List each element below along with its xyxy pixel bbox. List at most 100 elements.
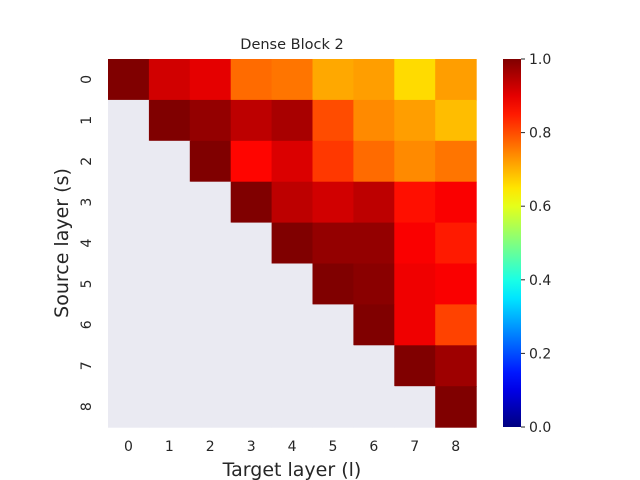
y-tick-label: 4 <box>79 239 95 248</box>
colorbar-ticks: 0.0 0.2 0.4 0.6 0.8 1.0 <box>521 52 551 436</box>
heatmap-cell-empty <box>189 345 232 387</box>
heatmap-cell-empty <box>189 181 232 224</box>
heatmap-cell <box>394 345 436 387</box>
heatmap-cell <box>394 263 436 305</box>
heatmap-cell-empty <box>271 304 314 346</box>
heatmap-cell-empty <box>108 99 150 142</box>
heatmap-cell-empty <box>230 386 273 428</box>
heatmap-cell <box>189 99 232 142</box>
heatmap-cells <box>108 59 477 428</box>
heatmap-cell-empty <box>108 140 150 183</box>
heatmap-cell <box>353 263 395 305</box>
colorbar-tick-label: 0.8 <box>529 126 551 142</box>
y-axis-label: Source layer (s) <box>51 168 73 318</box>
heatmap-cell <box>271 222 314 265</box>
y-tick-label: 0 <box>79 75 95 84</box>
y-tick-label: 7 <box>79 361 95 370</box>
heatmap-cell-empty <box>189 386 232 428</box>
heatmap-cell-empty <box>189 304 232 346</box>
heatmap-cell <box>312 181 354 224</box>
heatmap-cell-empty <box>148 304 191 346</box>
heatmap-cell <box>353 181 395 224</box>
heatmap-cell <box>312 263 354 305</box>
heatmap-cell <box>312 140 354 183</box>
chart-title: Dense Block 2 <box>240 37 343 53</box>
heatmap-cell-empty <box>312 304 354 346</box>
heatmap-cell <box>394 140 436 183</box>
y-tick-label: 6 <box>79 320 95 329</box>
heatmap-cell <box>148 59 191 101</box>
y-tick-label: 1 <box>79 116 95 125</box>
colorbar-tick-label: 0.4 <box>529 273 551 289</box>
heatmap-cell-empty <box>108 222 150 265</box>
colorbar: 0.0 0.2 0.4 0.6 0.8 1.0 <box>503 52 551 436</box>
heatmap-cell <box>271 59 314 101</box>
heatmap-cell <box>435 222 477 265</box>
heatmap-cell <box>230 181 273 224</box>
heatmap-cell-empty <box>271 386 314 428</box>
heatmap-cell-empty <box>148 140 191 183</box>
heatmap-cell-empty <box>148 263 191 305</box>
heatmap-cell <box>394 99 436 142</box>
x-tick-label: 5 <box>328 439 337 455</box>
heatmap-cell <box>353 59 395 101</box>
heatmap-cell-empty <box>230 222 273 265</box>
heatmap-cell <box>271 140 314 183</box>
heatmap-cell <box>435 304 477 346</box>
heatmap-cell <box>230 59 273 101</box>
heatmap-cell-empty <box>271 345 314 387</box>
heatmap-cell-empty <box>148 181 191 224</box>
heatmap-cell-empty <box>353 386 395 428</box>
heatmap-cell <box>312 222 354 265</box>
y-tick-label: 3 <box>79 198 95 207</box>
x-tick-label: 0 <box>124 439 133 455</box>
colorbar-gradient <box>503 59 521 427</box>
heatmap-cell-empty <box>353 345 395 387</box>
heatmap-cell-empty <box>108 386 150 428</box>
heatmap-cell <box>394 181 436 224</box>
heatmap-cell-empty <box>148 386 191 428</box>
y-tick-label: 2 <box>79 157 95 166</box>
heatmap-cell <box>189 140 232 183</box>
heatmap-cell <box>435 181 477 224</box>
x-tick-labels: 0 1 2 3 4 5 6 7 8 <box>124 439 460 455</box>
y-tick-labels: 0 1 2 3 4 5 6 7 8 <box>79 75 95 411</box>
heatmap-cell-empty <box>230 263 273 305</box>
heatmap-cell <box>353 99 395 142</box>
x-axis-label: Target layer (l) <box>222 459 362 480</box>
y-tick-label: 8 <box>79 402 95 411</box>
heatmap-cell-empty <box>108 263 150 305</box>
heatmap-cell <box>435 59 477 101</box>
heatmap-cell <box>271 181 314 224</box>
heatmap-cell <box>394 222 436 265</box>
heatmap-cell <box>108 59 150 101</box>
colorbar-tick-label: 0.2 <box>529 346 551 362</box>
heatmap-cell-empty <box>230 304 273 346</box>
heatmap-cell <box>394 304 436 346</box>
heatmap-cell <box>353 222 395 265</box>
heatmap-cell-empty <box>108 304 150 346</box>
heatmap-cell <box>353 304 395 346</box>
x-tick-label: 6 <box>369 439 378 455</box>
heatmap-cell-empty <box>148 222 191 265</box>
heatmap-cell-empty <box>312 386 354 428</box>
heatmap-cell-empty <box>108 345 150 387</box>
heatmap-cell <box>230 99 273 142</box>
x-tick-label: 4 <box>288 439 297 455</box>
heatmap-cell-empty <box>312 345 354 387</box>
heatmap-cell <box>230 140 273 183</box>
x-tick-label: 3 <box>247 439 256 455</box>
heatmap-cell <box>435 99 477 142</box>
heatmap-cell <box>271 99 314 142</box>
heatmap-cell <box>435 386 477 428</box>
heatmap-cell <box>435 263 477 305</box>
colorbar-tick-label: 1.0 <box>529 52 551 68</box>
heatmap-cell <box>189 59 232 101</box>
x-tick-label: 1 <box>165 439 174 455</box>
heatmap-cell <box>312 59 354 101</box>
x-tick-label: 8 <box>451 439 460 455</box>
heatmap-cell-empty <box>108 181 150 224</box>
y-tick-label: 5 <box>79 279 95 288</box>
colorbar-tick-label: 0.0 <box>529 420 551 436</box>
